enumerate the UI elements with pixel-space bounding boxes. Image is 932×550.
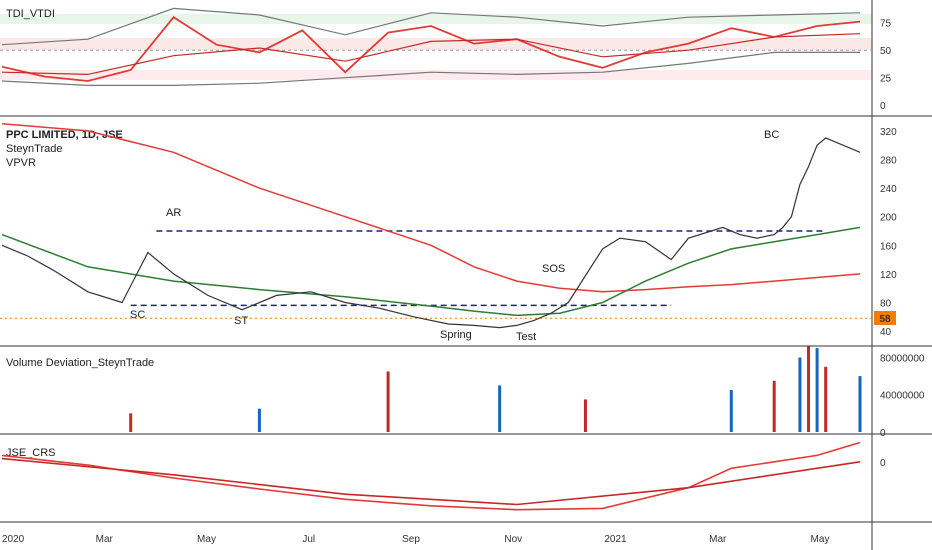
tdi-y-tick-3: 0 [880, 101, 886, 112]
x-tick-7: Mar [709, 534, 727, 545]
annotation-spring: Spring [440, 329, 472, 341]
volume-bar-3 [498, 385, 502, 432]
volume-bar-10 [824, 366, 828, 432]
annotation-bc: BC [764, 129, 779, 141]
crs-y-tick-0: 0 [880, 458, 886, 469]
volume-bar-9 [815, 348, 819, 432]
volume-bar-2 [386, 371, 390, 432]
crs-series-crs [1, 441, 861, 511]
chart-marks: 75 50 25 0 320 280 240 200 160 120 80 40 80000000 400… [0, 7, 925, 545]
tdi-zone-top [0, 14, 872, 24]
price-y-tick-5: 120 [880, 270, 897, 281]
price-series-line [1, 137, 861, 329]
annotation-sos: SOS [542, 263, 565, 275]
price-y-tick-7: 40 [880, 327, 892, 338]
price-y-tick-1: 280 [880, 155, 897, 166]
annotation-ar: AR [166, 207, 181, 219]
volume-bar-7 [798, 357, 802, 432]
volume-bar-8 [807, 346, 811, 432]
volume-panel: Volume Deviation_SteynTrade [6, 357, 154, 369]
tdi-y-tick-2: 25 [880, 74, 892, 85]
x-tick-1: Mar [96, 534, 114, 545]
tdi-title: TDI_VTDI [6, 8, 55, 20]
volume-bar-11 [858, 376, 862, 432]
volume-bar-6 [772, 380, 776, 432]
volume-y-tick-1: 40000000 [880, 391, 925, 402]
tdi-zone-mid [0, 38, 872, 50]
x-tick-0: 2020 [2, 534, 25, 545]
price-y-tick-4: 160 [880, 241, 897, 252]
tdi-series-rsi [1, 16, 861, 82]
price-panel: PPC LIMITED, 1D, JSE SteynTrade VPVR AR … [6, 129, 779, 343]
volume-title: Volume Deviation_SteynTrade [6, 357, 154, 369]
tdi-panel: TDI_VTDI [0, 8, 872, 80]
x-tick-3: Jul [302, 534, 315, 545]
price-y-tick-6: 80 [880, 299, 892, 310]
tdi-y-tick-1: 50 [880, 46, 892, 57]
tdi-y-tick-0: 75 [880, 19, 892, 30]
last-price-label: 58 [879, 314, 891, 325]
tdi-zone-low [0, 70, 872, 80]
annotation-test: Test [516, 331, 536, 343]
x-tick-5: Nov [504, 534, 522, 545]
volume-bar-1 [257, 408, 261, 432]
crs-series-crs_ma [1, 457, 861, 506]
volume-y-tick-0: 80000000 [880, 353, 925, 364]
price-y-tick-2: 240 [880, 184, 897, 195]
crs-title: JSE_CRS [6, 447, 56, 459]
ma-red-line [1, 122, 861, 293]
tdi-series-lower_band [1, 51, 860, 87]
volume-bar-0 [129, 413, 133, 432]
price-y-tick-3: 200 [880, 213, 897, 224]
tdi-series-upper_band [1, 7, 861, 46]
annotation-st: ST [234, 315, 248, 327]
last-price-badge [874, 311, 896, 325]
legend-steyntrade: SteynTrade [6, 143, 62, 155]
volume-y-tick-2: 0 [880, 428, 886, 439]
price-y-tick-0: 320 [880, 127, 897, 138]
volume-bar-5 [729, 390, 733, 432]
x-tick-4: Sep [402, 534, 420, 545]
tdi-series-signal [1, 33, 861, 76]
x-tick-6: 2021 [604, 534, 627, 545]
x-tick-2: May [197, 534, 216, 545]
crs-panel: JSE_CRS [6, 447, 56, 459]
legend-vpvr: VPVR [6, 157, 36, 169]
annotation-sc: SC [130, 309, 145, 321]
x-tick-8: May [811, 534, 830, 545]
ma-green-line [1, 226, 861, 317]
volume-bar-4 [583, 399, 587, 432]
